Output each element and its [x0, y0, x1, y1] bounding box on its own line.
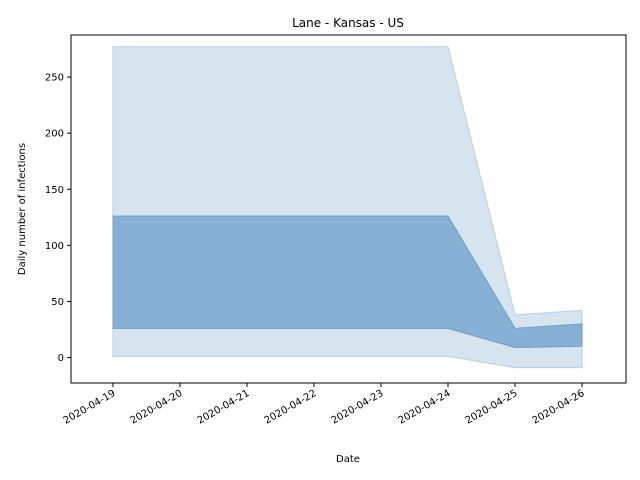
- y-tick-label: 50: [51, 297, 64, 308]
- x-tick-label: 2020-04-23: [330, 388, 386, 427]
- chart-title: Lane - Kansas - US: [292, 16, 404, 30]
- x-tick-label: 2020-04-21: [196, 388, 252, 427]
- y-tick-label: 250: [45, 73, 64, 84]
- y-tick-label: 200: [45, 129, 64, 140]
- x-tick-label: 2020-04-26: [531, 388, 587, 427]
- x-tick-label: 2020-04-20: [129, 388, 185, 427]
- y-tick-label: 150: [45, 185, 64, 196]
- y-tick-label: 0: [58, 353, 64, 364]
- y-tick-label: 100: [45, 241, 64, 252]
- x-tick-label: 2020-04-25: [464, 388, 520, 427]
- x-axis: 2020-04-19 2020-04-20 2020-04-21 2020-04-22…: [62, 383, 587, 427]
- x-tick-label: 2020-04-19: [62, 388, 118, 427]
- x-tick-label: 2020-04-22: [263, 388, 319, 427]
- plot-frame: [70, 34, 627, 384]
- x-tick-label: 2020-04-24: [397, 388, 453, 427]
- x-axis-label: Date: [336, 454, 360, 465]
- y-axis: 0 50 100 150 200 250: [45, 73, 71, 364]
- band-inner: [112, 215, 583, 348]
- bands-layer: [112, 46, 583, 369]
- y-axis-label: Daily number of infections: [17, 143, 28, 275]
